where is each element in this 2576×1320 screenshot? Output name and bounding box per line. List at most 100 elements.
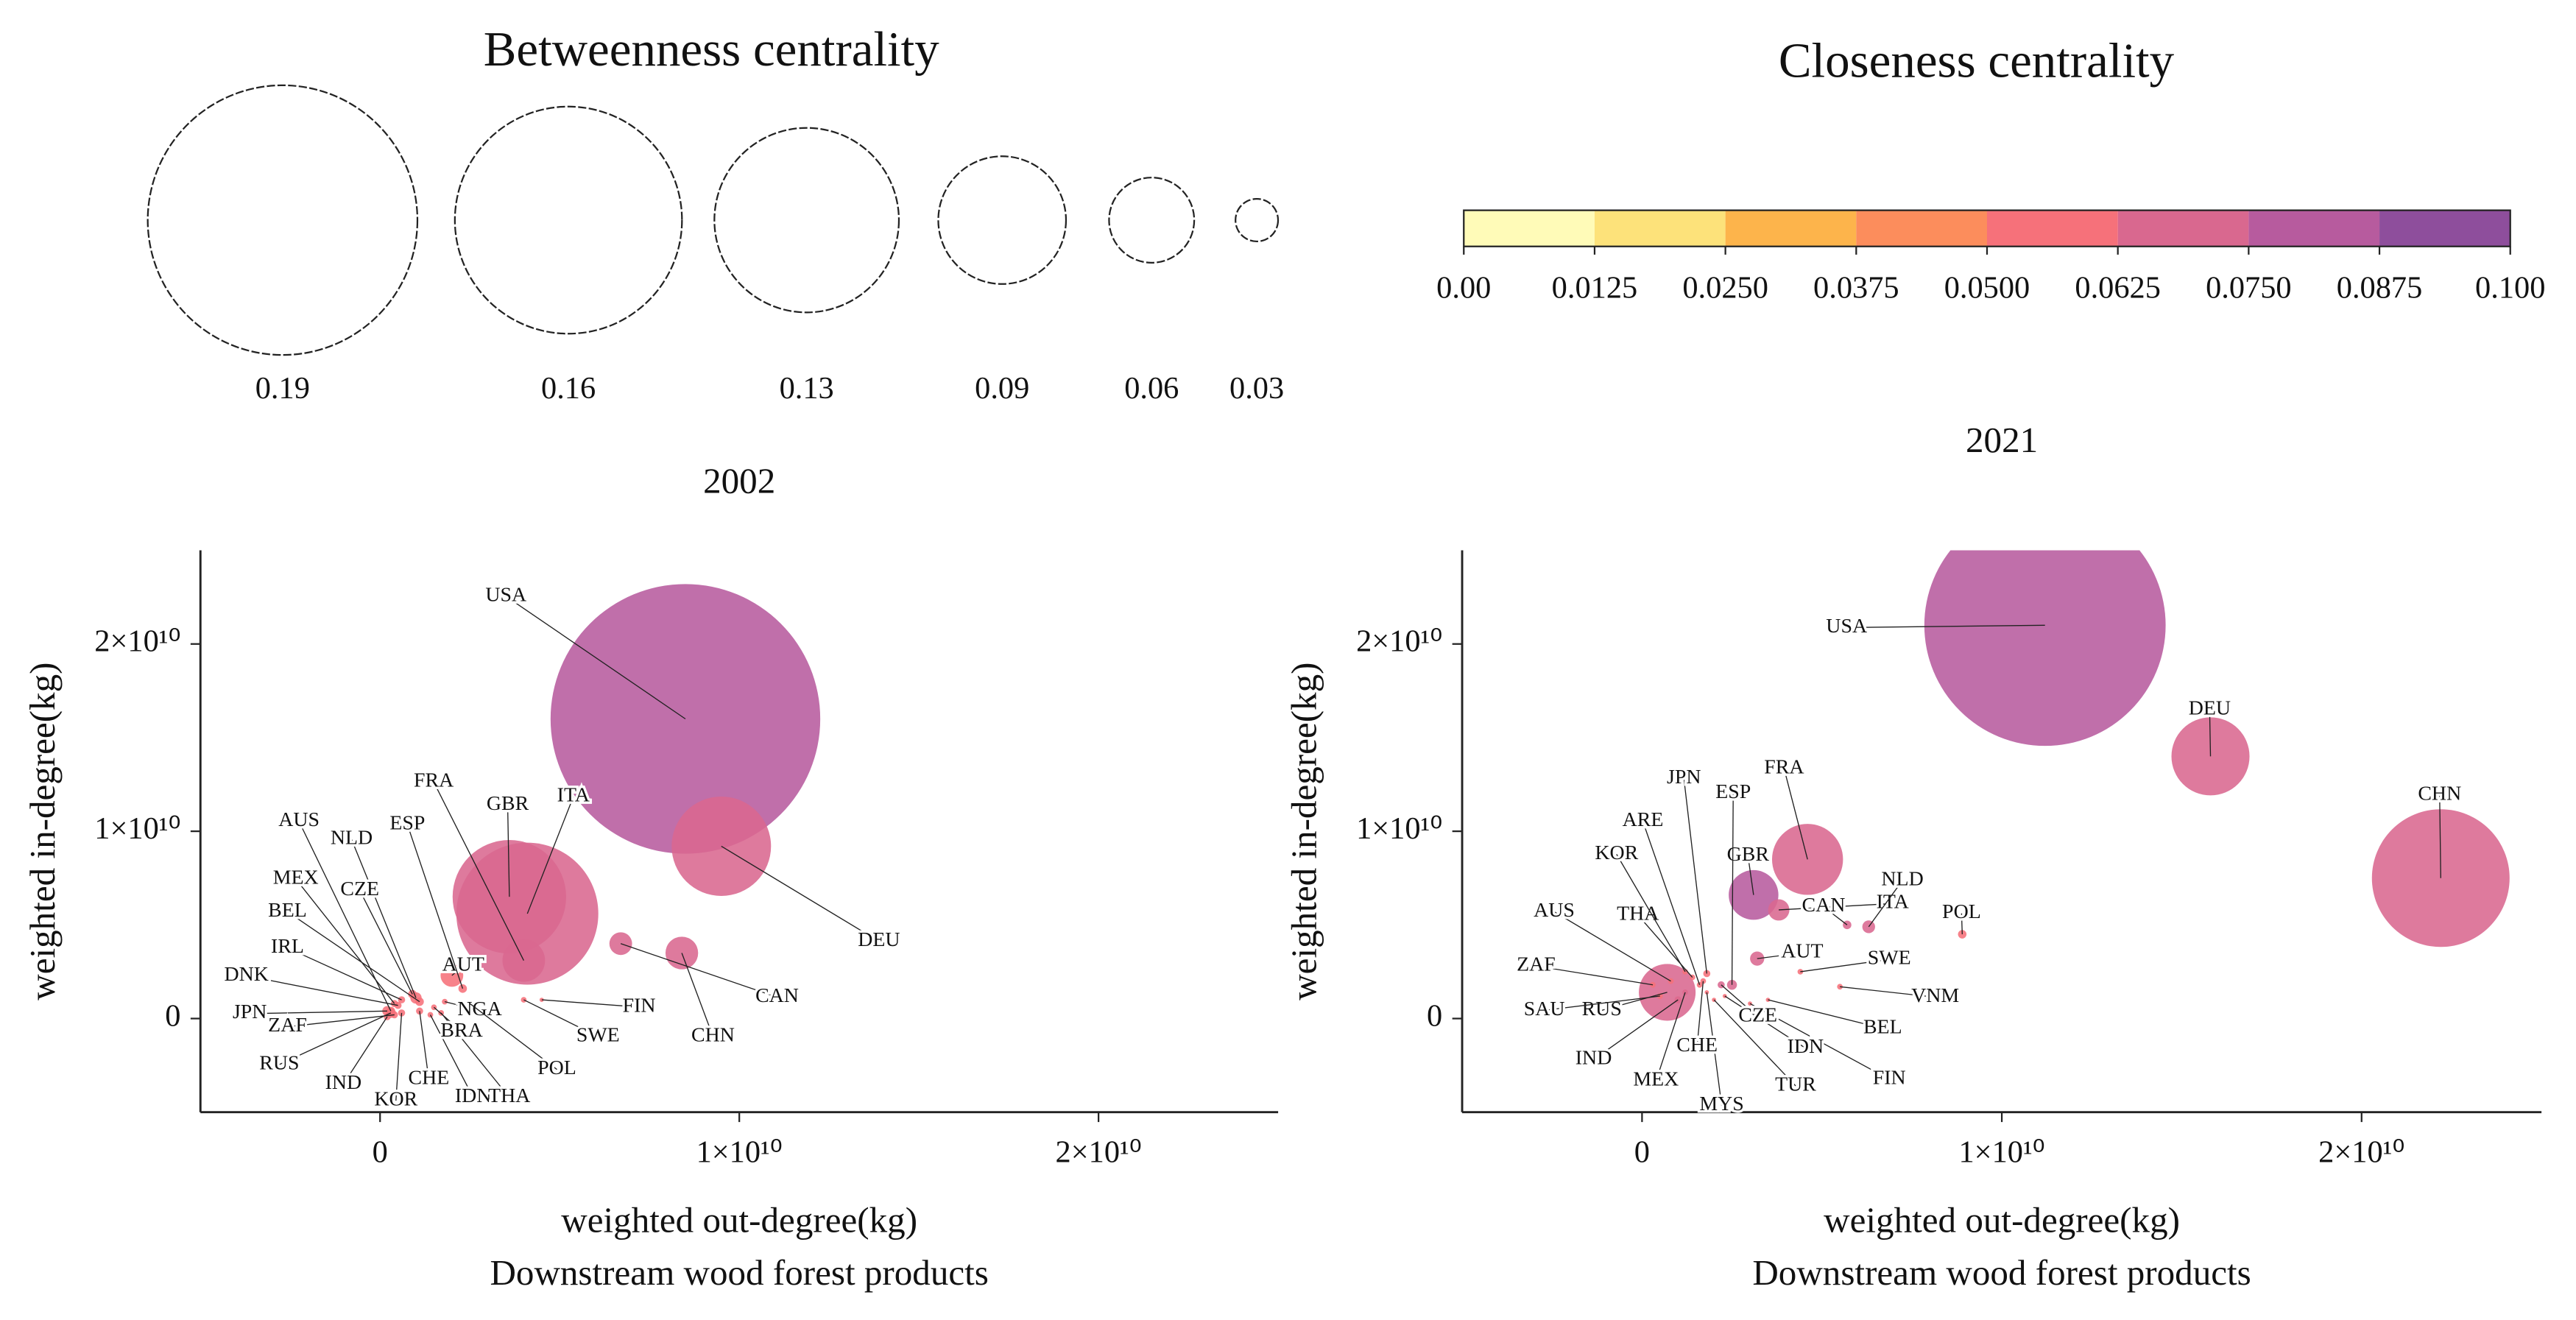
colorbar-tick-label: 0.0875 [2337, 271, 2423, 306]
point-label: ITA [557, 784, 590, 807]
y-tick-label: 0 [1427, 998, 1442, 1033]
point-label: VNM [1911, 984, 1959, 1007]
point-label: CAN [1802, 894, 1846, 917]
colorbar-segment [1986, 210, 2118, 247]
y-axis-title: weighted in-degree(kg) [1284, 663, 1324, 1000]
leader-line [350, 839, 417, 998]
leader-line [1553, 911, 1671, 982]
point-label: TUR [1775, 1073, 1816, 1095]
point-label: RUS [259, 1051, 299, 1074]
colorbar-segment [1594, 210, 1726, 247]
leader-line [429, 1014, 474, 1098]
leader-line [444, 1000, 480, 1012]
size-legend-circle [454, 105, 683, 335]
colorbar-segment [1725, 210, 1857, 247]
colorbar-segment [1856, 210, 1987, 247]
leader-line [505, 596, 686, 720]
size-legend-label: 0.16 [541, 371, 596, 406]
point-label: CAN [755, 984, 799, 1007]
leader-line [1601, 992, 1668, 1012]
leader-line [451, 965, 464, 976]
leader-line [1823, 906, 1848, 925]
leader-line [1779, 903, 1893, 911]
bubble [398, 1009, 406, 1017]
point-label: POL [537, 1056, 576, 1079]
x-tick-label: 2×10¹⁰ [2318, 1134, 2404, 1169]
point-label: IDN [455, 1084, 492, 1107]
point-label: CHE [1676, 1034, 1718, 1056]
point-label: NLD [1881, 867, 1923, 890]
point-label: AUT [442, 953, 484, 976]
colorbar-segment [2248, 210, 2380, 247]
point-label: AUT [1781, 940, 1823, 963]
bubble [427, 1012, 434, 1018]
leader-line [721, 845, 880, 942]
point-label: MEX [1633, 1068, 1679, 1091]
leader-line [1724, 995, 1806, 1049]
bubble [1639, 964, 1696, 1021]
colorbar-tick-label: 0.0250 [1682, 271, 1768, 306]
leader-line [1840, 986, 1935, 998]
chart-title: 2002 [703, 461, 775, 501]
point-label: FRA [1764, 756, 1804, 779]
leader-line [1846, 624, 2045, 629]
point-label: THA [1617, 902, 1659, 925]
point-label: KOR [374, 1088, 417, 1111]
bubble [398, 996, 406, 1003]
x-tick-label: 0 [373, 1134, 388, 1169]
point-label: BEL [268, 899, 307, 922]
x-axis-title: weighted out-degree(kg) [1824, 1200, 2180, 1240]
bubble [1729, 869, 1779, 920]
point-label: ESP [389, 812, 425, 835]
size-legend-circle [937, 155, 1068, 285]
leader-line [1961, 913, 1963, 935]
leader-line [433, 781, 525, 961]
point-label: FIN [623, 994, 656, 1017]
leader-line [1713, 999, 1796, 1087]
leader-line [469, 1003, 557, 1070]
y-axis-title: weighted in-degree(kg) [22, 663, 63, 1000]
leader-line [1616, 854, 1686, 973]
leader-line [406, 824, 464, 989]
point-label: DEU [858, 928, 900, 951]
leader-line [295, 878, 395, 1004]
x-tick-label: 2×10¹⁰ [1056, 1134, 1142, 1169]
colorbar-tick-label: 0.00 [1436, 271, 1491, 306]
size-legend-circle [713, 127, 900, 314]
leader-line [1637, 914, 1693, 978]
x-tick-label: 1×10¹⁰ [696, 1134, 783, 1169]
colorbar-tick-label: 0.0125 [1552, 271, 1638, 306]
point-label: CZE [340, 878, 379, 900]
size-legend-circle [1108, 177, 1196, 264]
size-legend-circle [147, 84, 419, 356]
point-label: DEU [2189, 696, 2231, 719]
colorbar-segment [1464, 210, 1595, 247]
size-legend-title: Betweenness centrality [484, 22, 939, 77]
bubble [550, 584, 821, 854]
point-label: CHN [691, 1023, 735, 1046]
x-axis-title: weighted out-degree(kg) [561, 1200, 917, 1240]
point-label: THA [488, 1084, 530, 1107]
bubble [2171, 717, 2250, 796]
point-label: RUS [1582, 998, 1622, 1020]
bubble [539, 998, 544, 1002]
leader-line [1747, 855, 1754, 895]
leader-line [1655, 992, 1686, 1081]
leader-line [440, 1012, 510, 1098]
point-label: CZE [1738, 1004, 1777, 1027]
colorbar-tick-label: 0.0500 [1944, 271, 2030, 306]
y-tick-label: 1×10¹⁰ [94, 811, 180, 846]
leader-line [1642, 821, 1701, 985]
leader-line [541, 999, 640, 1008]
bubble [1703, 970, 1711, 978]
leader-line [359, 890, 413, 995]
leader-line [1683, 778, 1708, 974]
point-label: CHE [409, 1066, 450, 1089]
leader-line [1757, 952, 1803, 959]
point-label: SWE [1868, 947, 1911, 970]
bubble [1700, 978, 1707, 984]
x-axis-subtitle: Downstream wood forest products [490, 1252, 988, 1293]
size-legend-label: 0.03 [1229, 371, 1284, 406]
